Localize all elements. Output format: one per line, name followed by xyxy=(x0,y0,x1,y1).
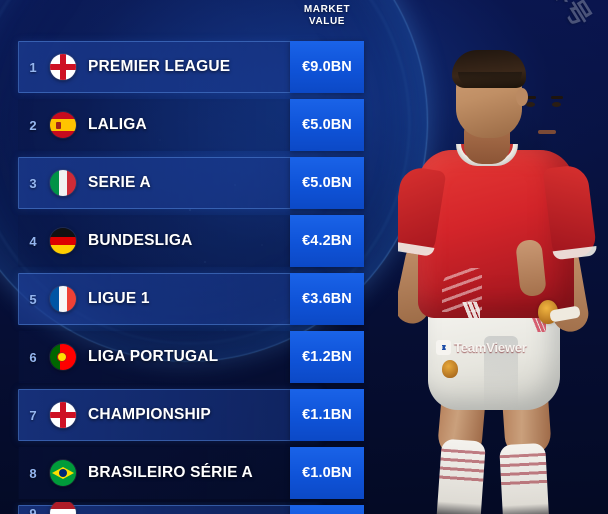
league-name: LIGA PORTUGAL xyxy=(88,348,219,365)
netherlands-flag-icon xyxy=(50,502,76,514)
rank-number: 2 xyxy=(29,117,37,133)
player-left-eye xyxy=(526,102,535,107)
market-value-cell: €4.2BN xyxy=(290,215,364,267)
table-row[interactable]: 6 LIGA PORTUGAL €1.2BN xyxy=(0,328,390,386)
brazil-flag-icon xyxy=(50,460,76,486)
league-name: LIGUE 1 xyxy=(88,290,150,307)
table-row[interactable]: 1 PREMIER LEAGUE €9.0BN xyxy=(0,38,390,96)
player-left-brow xyxy=(524,96,536,99)
league-name: CHAMPIONSHIP xyxy=(88,406,211,423)
table-row[interactable]: 3 SERIE A €5.0BN xyxy=(0,154,390,212)
market-value-header-line2: VALUE xyxy=(308,16,346,27)
player-right-eye xyxy=(552,102,561,107)
rank-number: 1 xyxy=(29,59,37,75)
rank-number: 3 xyxy=(29,175,37,191)
league-name: PREMIER LEAGUE xyxy=(88,58,231,75)
rank-number: 9 xyxy=(29,505,37,514)
player-mouth xyxy=(538,130,556,134)
league-name: LALIGA xyxy=(88,116,147,133)
table-row[interactable]: 2 LALIGA €5.0BN xyxy=(0,96,390,154)
market-value-cell: €3.6BN xyxy=(290,273,364,325)
ranking-rows: 1 PREMIER LEAGUE €9.0BN 2 LALIGA €5.0BN 3 SERIE… xyxy=(0,38,390,514)
table-row[interactable]: 5 LIGUE 1 €3.6BN xyxy=(0,270,390,328)
table-row[interactable]: 9 xyxy=(0,502,390,514)
table-row[interactable]: 7 CHAMPIONSHIP €1.1BN xyxy=(0,386,390,444)
rank-number: 8 xyxy=(29,465,37,481)
market-value-cell: €9.0BN xyxy=(290,41,364,93)
teamviewer-logo-icon xyxy=(436,340,451,355)
rank-number: 4 xyxy=(29,233,37,249)
player-hair xyxy=(452,50,526,88)
shirt-sponsor-text: TeamViewer xyxy=(454,340,527,355)
market-value-header-line1: MARKET xyxy=(303,4,351,15)
rank-number: 6 xyxy=(29,349,37,365)
market-value-cell xyxy=(290,505,364,514)
player-ear xyxy=(516,88,528,106)
italy-flag-icon xyxy=(50,170,76,196)
league-name: BRASILEIRO SÉRIE A xyxy=(88,464,253,481)
market-value-cell: €5.0BN xyxy=(290,157,364,209)
table-row[interactable]: 8 BRASILEIRO SÉRIE A €1.0BN xyxy=(0,444,390,502)
adidas-logo-icon xyxy=(454,302,480,319)
league-name: BUNDESLIGA xyxy=(88,232,193,249)
player-right-brow xyxy=(551,96,563,99)
portugal-flag-icon xyxy=(50,344,76,370)
rank-number: 7 xyxy=(29,407,37,423)
france-flag-icon xyxy=(50,286,76,312)
spain-flag-icon xyxy=(50,112,76,138)
player-photo-cristiano-ronaldo: TeamViewer xyxy=(398,40,608,514)
market-value-cell: €1.2BN xyxy=(290,331,364,383)
market-value-cell: €1.1BN xyxy=(290,389,364,441)
club-crest-icon xyxy=(442,360,458,378)
market-value-column-header: MARKET VALUE xyxy=(289,4,365,28)
market-value-cell: €5.0BN xyxy=(290,99,364,151)
england-flag-icon xyxy=(50,54,76,80)
table-row[interactable]: 4 BUNDESLIGA €4.2BN xyxy=(0,212,390,270)
rank-number: 5 xyxy=(29,291,37,307)
germany-flag-icon xyxy=(50,228,76,254)
england-flag-icon xyxy=(50,402,76,428)
league-name: SERIE A xyxy=(88,174,151,191)
market-value-cell: €1.0BN xyxy=(290,447,364,499)
